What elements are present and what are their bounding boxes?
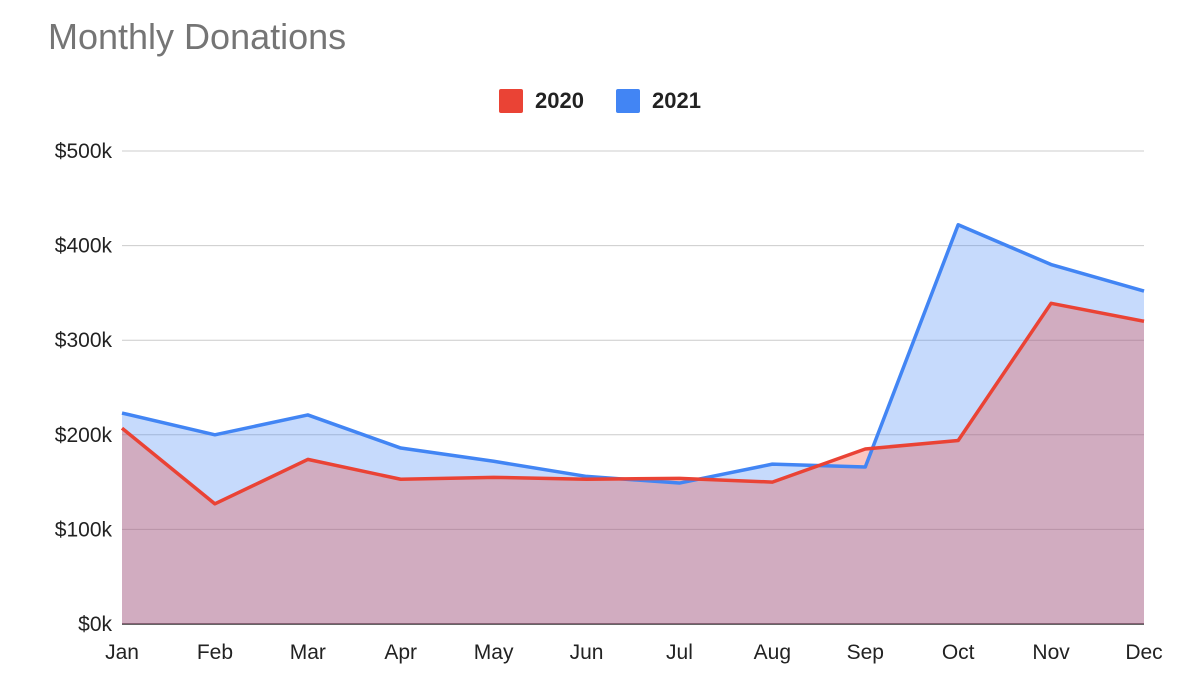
point-2021-may[interactable]: [489, 456, 499, 466]
y-tick-label: $400k: [55, 235, 113, 258]
point-2020-apr[interactable]: [396, 474, 406, 484]
x-tick-label: Mar: [290, 641, 326, 664]
y-tick-label: $200k: [55, 424, 113, 447]
x-tick-label: Jul: [666, 641, 693, 664]
legend-swatch-2020: [499, 89, 524, 113]
area-series-2020: [122, 303, 1144, 624]
legend-swatch-2021: [616, 89, 640, 113]
x-tick-label: Jan: [105, 641, 139, 664]
x-tick-label: Dec: [1125, 641, 1162, 664]
point-2020-oct[interactable]: [953, 435, 963, 445]
legend-item-2020[interactable]: 2020: [499, 88, 584, 114]
x-tick-label: Feb: [197, 641, 233, 664]
point-2021-dec[interactable]: [1139, 286, 1149, 296]
point-2021-aug[interactable]: [767, 459, 777, 469]
x-tick-label: Nov: [1032, 641, 1070, 664]
point-2021-jan[interactable]: [117, 408, 127, 418]
point-2021-mar[interactable]: [303, 410, 313, 420]
x-tick-label: Oct: [942, 641, 975, 664]
series-lines: [117, 220, 1149, 509]
point-2020-aug[interactable]: [767, 477, 777, 487]
point-2021-apr[interactable]: [396, 443, 406, 453]
point-2021-feb[interactable]: [210, 430, 220, 440]
legend-label-2020: 2020: [535, 88, 584, 113]
point-2020-sep[interactable]: [860, 444, 870, 454]
y-tick-label: $0k: [78, 613, 112, 636]
x-tick-label: May: [474, 641, 514, 664]
point-2021-nov[interactable]: [1046, 260, 1056, 270]
chart-title: Monthly Donations: [48, 16, 347, 57]
area-series-2021: [122, 224, 1144, 624]
line-series-2020[interactable]: [120, 301, 1145, 506]
x-tick-label: Jun: [570, 641, 604, 664]
point-2020-jan[interactable]: [117, 423, 127, 433]
y-tick-label: $100k: [55, 518, 113, 541]
series-areas: [122, 224, 1144, 624]
legend: 2020 2021: [0, 84, 1200, 118]
y-tick-label: $500k: [55, 140, 113, 163]
x-tick-label: Apr: [384, 641, 417, 664]
legend-label-2021: 2021: [652, 88, 701, 113]
point-2021-sep[interactable]: [860, 462, 870, 472]
point-2020-mar[interactable]: [303, 454, 313, 464]
x-tick-label: Aug: [754, 641, 791, 664]
point-2020-nov[interactable]: [1046, 298, 1056, 308]
point-2021-jul[interactable]: [674, 478, 684, 488]
point-2020-dec[interactable]: [1139, 316, 1149, 326]
point-2020-feb[interactable]: [210, 499, 220, 509]
point-2021-jun[interactable]: [582, 471, 592, 481]
x-axis: Jan Feb Mar Apr May Jun Jul Aug Sep Oct Nov Dec: [105, 641, 1163, 664]
point-2021-oct[interactable]: [953, 220, 963, 230]
legend-item-2021[interactable]: 2021: [616, 88, 701, 114]
point-2020-may[interactable]: [489, 472, 499, 482]
y-tick-label: $300k: [55, 329, 113, 352]
y-axis: $0k $100k $200k $300k $400k $500k: [55, 140, 113, 636]
x-tick-label: Sep: [847, 641, 884, 664]
gridlines: [122, 150, 1144, 625]
